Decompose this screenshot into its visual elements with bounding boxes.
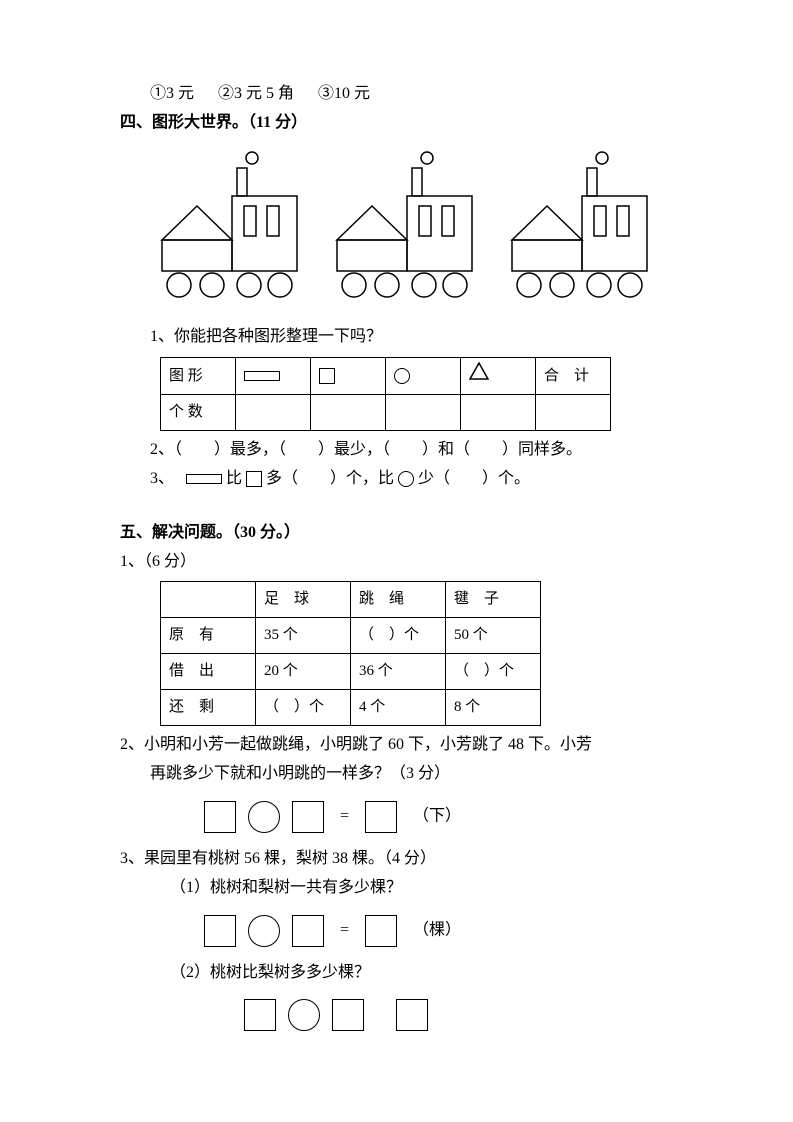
s5-q2-eq: = （下） (120, 801, 693, 833)
cell: 毽 子 (446, 582, 541, 618)
cell: 4 个 (351, 690, 446, 726)
operator-circle[interactable] (248, 801, 280, 833)
q5-table: 足 球 跳 绳 毽 子 原 有 35 个 （ ）个 50 个 借 出 20 个 … (160, 581, 541, 726)
equals-sign: = (340, 921, 349, 938)
train-icon (512, 152, 647, 297)
train-icon (162, 152, 297, 297)
s5-q2-l2: 再跳多少下就和小明跳的一样多？（3 分） (120, 760, 693, 789)
cell: 图 形 (161, 358, 236, 395)
cell: 原 有 (161, 618, 256, 654)
square-icon (319, 368, 335, 384)
cell[interactable] (236, 395, 311, 431)
cell: 个 数 (161, 395, 236, 431)
cell (311, 358, 386, 395)
options-row: ①3 元 ②3 元 5 角 ③10 元 (120, 80, 693, 109)
s5-q3-sub1: （1）桃树和梨树一共有多少棵？ (120, 874, 693, 903)
text: 3、 (150, 470, 182, 487)
text: 比 (226, 470, 246, 487)
unit-label: （下） (413, 808, 461, 825)
cell[interactable] (386, 395, 461, 431)
cell: 足 球 (256, 582, 351, 618)
s5-q3-sub2: （2）桃树比梨树多多少棵？ (120, 959, 693, 988)
cell (386, 358, 461, 395)
cell (236, 358, 311, 395)
equals-sign: = (340, 808, 349, 825)
shape-table: 图 形 合 计 个 数 (160, 357, 611, 431)
cell: 借 出 (161, 654, 256, 690)
cell (461, 358, 536, 395)
cell: 35 个 (256, 618, 351, 654)
option-3: ③10 元 (318, 85, 370, 102)
circle-icon (398, 471, 414, 487)
answer-box[interactable] (204, 915, 236, 947)
cell[interactable] (461, 395, 536, 431)
option-2: ②3 元 5 角 (218, 85, 294, 102)
answer-box[interactable] (292, 915, 324, 947)
triangle-icon (469, 362, 489, 390)
circle-icon (394, 368, 410, 384)
section5-title: 五、解决问题。（30 分。） (120, 519, 693, 548)
cell: 8 个 (446, 690, 541, 726)
unit-label: （棵） (413, 921, 461, 938)
rectangle-icon (244, 371, 280, 381)
s5-q3-eq2 (120, 999, 693, 1031)
cell: 还 剩 (161, 690, 256, 726)
cell: 跳 绳 (351, 582, 446, 618)
answer-box[interactable] (292, 801, 324, 833)
section4-title: 四、图形大世界。（11 分） (120, 109, 693, 138)
answer-box[interactable] (332, 999, 364, 1031)
s5-q2-l1: 2、小明和小芳一起做跳绳，小明跳了 60 下，小芳跳了 48 下。小芳 (120, 731, 693, 760)
answer-box[interactable] (244, 999, 276, 1031)
cell[interactable]: （ ）个 (351, 618, 446, 654)
cell[interactable] (536, 395, 611, 431)
answer-box[interactable] (396, 999, 428, 1031)
cell: 20 个 (256, 654, 351, 690)
answer-box[interactable] (365, 801, 397, 833)
s5-q3-l1: 3、果园里有桃树 56 棵，梨树 38 棵。（4 分） (120, 845, 693, 874)
operator-circle[interactable] (248, 915, 280, 947)
square-icon (246, 471, 262, 487)
s5-q1-label: 1、（6 分） (120, 548, 693, 577)
option-1: ①3 元 (150, 85, 194, 102)
text: 少（ ）个。 (418, 470, 530, 487)
s4-q3: 3、 比 多（ ）个，比 少（ ）个。 (120, 465, 693, 494)
train-icon (337, 152, 472, 297)
answer-box[interactable] (204, 801, 236, 833)
text: 多（ ）个，比 (266, 470, 398, 487)
cell: 36 个 (351, 654, 446, 690)
s4-q2: 2、（ ）最多，（ ）最少，（ ）和（ ）同样多。 (120, 436, 693, 465)
cell[interactable]: （ ）个 (256, 690, 351, 726)
cell: 50 个 (446, 618, 541, 654)
rectangle-icon (186, 474, 222, 484)
cell: 合 计 (536, 358, 611, 395)
cell (161, 582, 256, 618)
answer-box[interactable] (365, 915, 397, 947)
s4-q1: 1、你能把各种图形整理一下吗？ (120, 323, 693, 352)
s5-q3-eq1: = （棵） (120, 915, 693, 947)
cell[interactable] (311, 395, 386, 431)
operator-circle[interactable] (288, 999, 320, 1031)
cell[interactable]: （ ）个 (446, 654, 541, 690)
trains-illustration (120, 148, 693, 314)
